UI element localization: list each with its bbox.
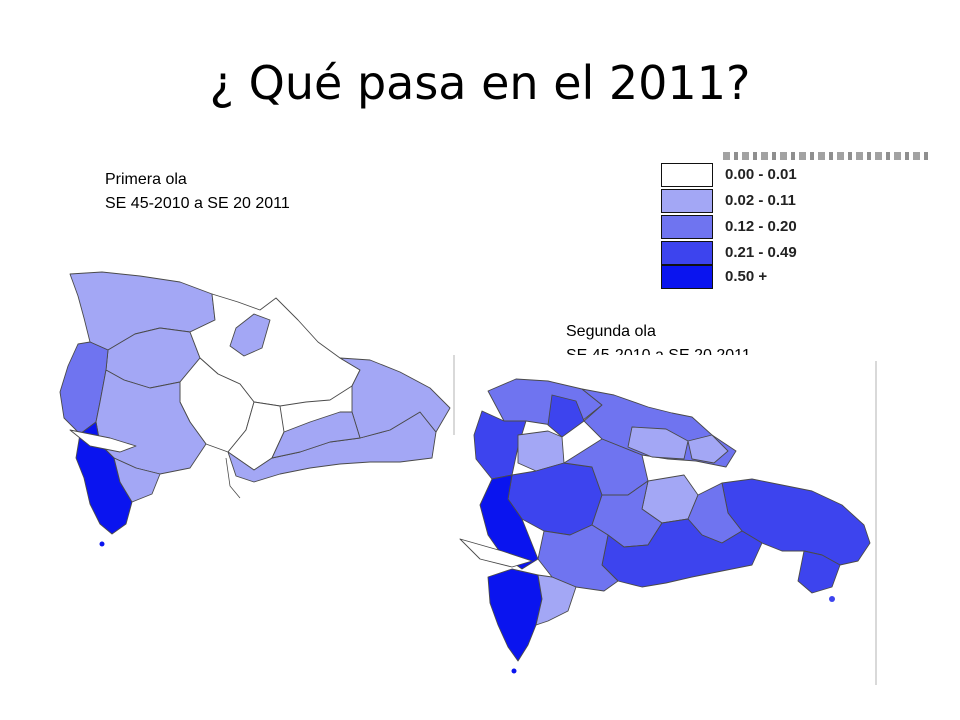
province xyxy=(479,474,539,570)
legend-label: 0.50 + xyxy=(725,268,768,285)
legend-label: 0.12 - 0.20 xyxy=(725,218,797,235)
legend-swatch xyxy=(661,189,713,213)
legend-row: 0.00 - 0.01 xyxy=(661,163,891,189)
second-wave-label: Segunda ola xyxy=(566,323,656,340)
province xyxy=(487,568,543,662)
province xyxy=(229,313,271,357)
province xyxy=(601,518,763,588)
province xyxy=(535,574,577,626)
province xyxy=(537,524,619,592)
legend-title-scribble xyxy=(723,152,930,160)
first-wave-caption: Primera ola SE 45-2010 a SE 20 2011 xyxy=(105,168,290,216)
lake-enriquillo xyxy=(459,538,533,568)
legend-row: 0.50 + xyxy=(661,265,891,291)
legend-swatch xyxy=(661,163,713,187)
province xyxy=(547,394,585,438)
map-legend: 0.00 - 0.01 0.02 - 0.11 0.12 - 0.20 0.21… xyxy=(653,152,930,290)
island-dot xyxy=(511,668,517,674)
slide-title: ¿ Qué pasa en el 2011? xyxy=(209,56,751,110)
island-saona xyxy=(829,596,835,602)
province xyxy=(113,457,161,503)
lake-enriquillo xyxy=(69,429,137,453)
legend-swatch xyxy=(661,265,713,289)
island-dot xyxy=(99,541,105,547)
legend-swatch xyxy=(661,215,713,239)
legend-row: 0.12 - 0.20 xyxy=(661,215,891,241)
first-wave-period: SE 45-2010 a SE 20 2011 xyxy=(105,195,290,212)
province xyxy=(271,411,361,459)
legend-label: 0.21 - 0.49 xyxy=(725,244,797,261)
legend-row: 0.02 - 0.11 xyxy=(661,189,891,215)
legend-row: 0.21 - 0.49 xyxy=(661,241,891,267)
province xyxy=(687,434,729,464)
province xyxy=(797,550,841,594)
legend-label: 0.02 - 0.11 xyxy=(725,192,796,209)
second-wave-map xyxy=(452,355,882,690)
province xyxy=(339,357,451,439)
legend-swatch xyxy=(661,241,713,265)
first-wave-label: Primera ola xyxy=(105,171,187,188)
legend-label: 0.00 - 0.01 xyxy=(725,166,797,183)
province xyxy=(627,426,689,460)
first-wave-map xyxy=(40,262,460,552)
coast-detail xyxy=(225,457,241,499)
